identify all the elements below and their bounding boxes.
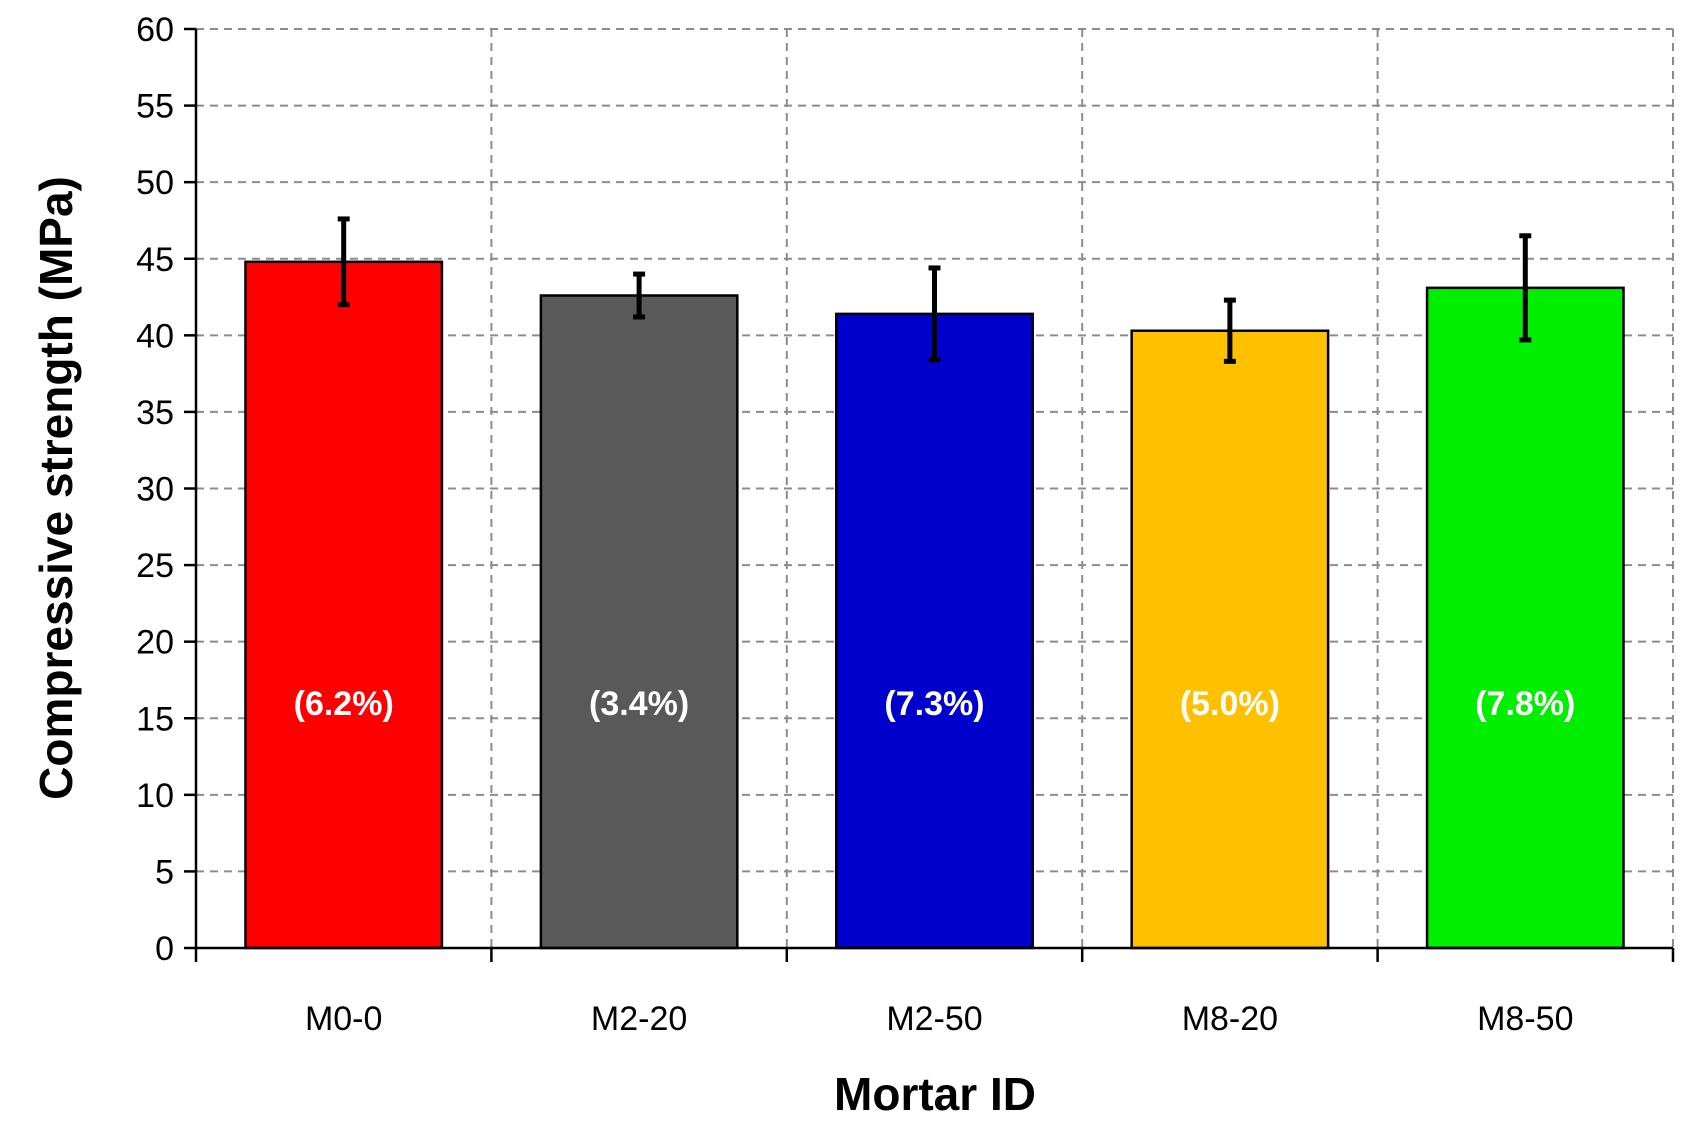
- y-tick-label: 60: [136, 11, 174, 49]
- y-tick-label: 20: [136, 624, 174, 662]
- y-tick-label: 30: [136, 471, 174, 509]
- bar-m8-50: [1425, 286, 1625, 950]
- x-tick-label: M0-0: [305, 1000, 382, 1038]
- x-tick-label: M2-50: [886, 1000, 982, 1038]
- bar-data-label: (3.4%): [589, 685, 689, 723]
- y-tick-label: 55: [136, 88, 174, 126]
- bar-data-label: (7.3%): [884, 685, 984, 723]
- y-tick-label: 5: [155, 853, 174, 891]
- x-tick-label: M8-50: [1477, 1000, 1573, 1038]
- axis-layer: [184, 27, 1675, 962]
- bar-data-label: (6.2%): [294, 685, 394, 723]
- error-bar: [633, 271, 646, 320]
- error-bar: [928, 265, 941, 363]
- error-bar: [1223, 297, 1236, 364]
- x-axis-title: Mortar ID: [834, 1068, 1036, 1120]
- error-bar: [337, 216, 350, 308]
- y-axis-title: Compressive strength (MPa): [30, 176, 82, 800]
- error-bar: [1519, 233, 1532, 343]
- bar-data-label: (5.0%): [1180, 685, 1280, 723]
- bar-m2-50: [835, 312, 1034, 950]
- bar-data-label: (7.8%): [1475, 685, 1575, 723]
- y-tick-label: 50: [136, 164, 174, 202]
- y-tick-label: 40: [136, 317, 174, 355]
- y-tick-label: 35: [136, 394, 174, 432]
- y-tick-label: 10: [136, 777, 174, 815]
- bar-m2-20: [539, 294, 739, 950]
- bar-m8-20: [1130, 329, 1330, 950]
- y-tick-label: 45: [136, 241, 174, 279]
- x-tick-label: M2-20: [591, 1000, 687, 1038]
- y-tick-label: 0: [155, 930, 174, 968]
- y-tick-label: 15: [136, 700, 174, 738]
- y-tick-label: 25: [136, 547, 174, 585]
- bar-m0-0: [244, 260, 444, 950]
- bar-layer: [244, 216, 1625, 950]
- x-tick-label: M8-20: [1182, 1000, 1278, 1038]
- label-layer: (6.2%) M0-0 (3.4%) M2-20 (7.3%) M2-50 (5.0%) M8…: [136, 11, 1575, 1038]
